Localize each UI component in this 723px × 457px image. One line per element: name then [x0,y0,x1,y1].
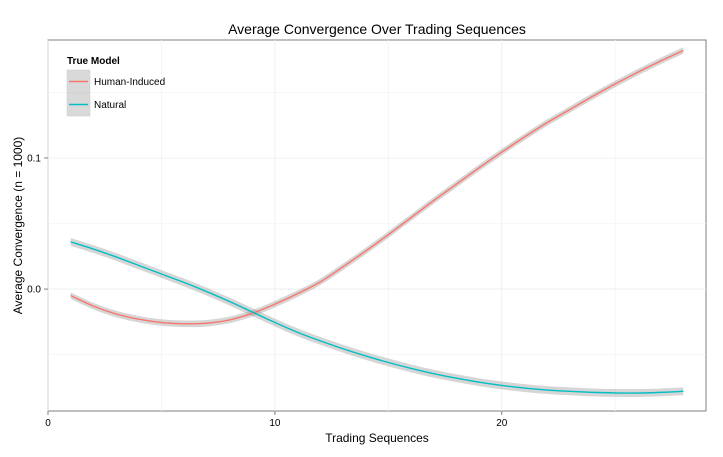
x-axis-label: Trading Sequences [325,431,429,445]
series-line-0 [70,49,684,325]
chart-title: Average Convergence Over Trading Sequenc… [228,21,526,37]
x-tick-label: 10 [269,418,281,429]
series-line-1 [70,241,684,394]
plot-panel [47,39,707,412]
y-axis-label: Average Convergence (n = 1000) [11,137,25,315]
x-tick-label: 0 [45,418,51,429]
x-tick-label: 20 [496,418,508,429]
axes: 0 10 20 0.0 0.1 [27,153,508,429]
legend: True Model Human-Induced Natural [66,56,165,117]
legend-title: True Model [67,56,120,67]
legend-label-1: Natural [94,100,126,111]
grid [47,40,706,411]
y-tick-label: 0.1 [27,153,41,164]
legend-label-0: Human-Induced [94,77,165,88]
y-tick-label: 0.0 [27,285,41,296]
series-lines [70,49,684,394]
